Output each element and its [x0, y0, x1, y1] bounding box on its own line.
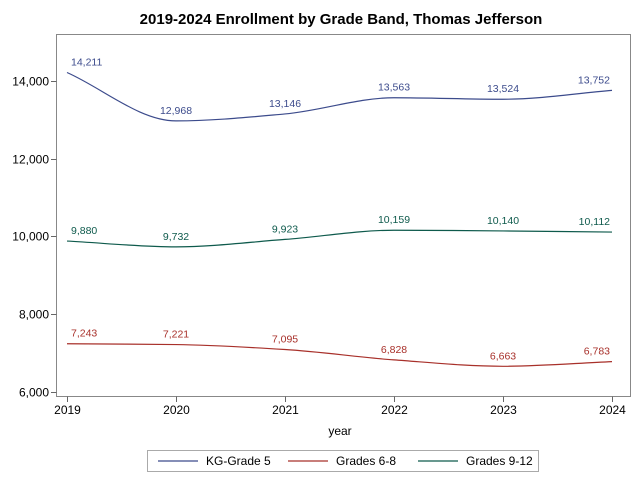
series-group: [66, 71, 613, 367]
plot-frame: [56, 34, 631, 397]
x-tick-label: 2021: [272, 403, 299, 417]
x-tick-label: 2023: [490, 403, 517, 417]
x-tick-label: 2019: [54, 403, 81, 417]
data-label: 9,732: [163, 231, 189, 243]
y-tick-label: 12,000: [12, 153, 49, 167]
data-label: 7,095: [272, 333, 298, 345]
legend-label: Grades 9-12: [466, 454, 533, 468]
data-label: 6,783: [584, 346, 610, 358]
data-label: 6,663: [490, 350, 516, 362]
series-line-3: [66, 229, 613, 248]
y-tick-label: 14,000: [12, 75, 49, 89]
data-label: 13,524: [487, 83, 519, 95]
data-label: 14,211: [71, 56, 102, 68]
data-label: 7,221: [163, 329, 189, 341]
y-tick-label: 8,000: [19, 308, 49, 322]
legend: KG-Grade 5 Grades 6-8 Grades 9-12: [147, 450, 539, 472]
data-labels-group: 14,211 12,968 13,146 13,563 13,524 13,752 7,24…: [71, 56, 610, 362]
x-tick-label: 2022: [381, 403, 408, 417]
x-tick-label: 2020: [163, 403, 190, 417]
chart-title: 2019-2024 Enrollment by Grade Band, Thom…: [140, 11, 543, 28]
y-axis: 6,000 8,000 10,000 12,000 14,000: [12, 75, 57, 400]
data-label: 10,112: [579, 216, 610, 228]
legend-frame: [147, 450, 539, 472]
data-label: 13,146: [269, 98, 301, 110]
x-tick-label: 2024: [599, 403, 626, 417]
data-label: 6,828: [381, 344, 407, 356]
data-label: 10,140: [487, 215, 519, 227]
data-label: 9,880: [71, 225, 97, 237]
series-line-2: [66, 343, 613, 367]
y-tick-label: 10,000: [12, 230, 49, 244]
legend-label: Grades 6-8: [336, 454, 396, 468]
x-axis-title: year: [328, 424, 351, 438]
data-label: 10,159: [378, 214, 410, 226]
legend-label: KG-Grade 5: [206, 454, 271, 468]
data-label: 13,563: [378, 82, 410, 94]
data-label: 12,968: [160, 105, 192, 117]
series-line-1: [66, 71, 613, 122]
y-tick-label: 6,000: [19, 386, 49, 400]
x-axis: 2019 2020 2021 2022 2023 2024: [54, 396, 626, 417]
data-label: 7,243: [71, 328, 97, 340]
data-label: 9,923: [272, 223, 298, 235]
data-label: 13,752: [578, 74, 610, 86]
